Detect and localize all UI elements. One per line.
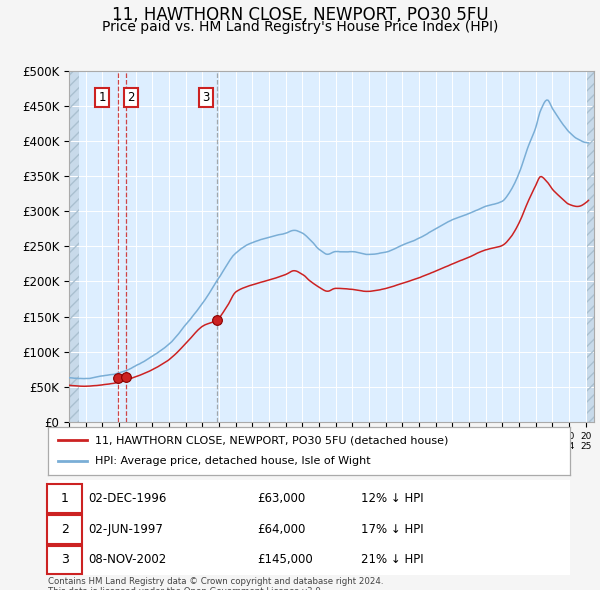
Text: 17% ↓ HPI: 17% ↓ HPI — [361, 523, 424, 536]
Text: 11, HAWTHORN CLOSE, NEWPORT, PO30 5FU (detached house): 11, HAWTHORN CLOSE, NEWPORT, PO30 5FU (d… — [95, 435, 448, 445]
Text: 3: 3 — [61, 553, 68, 566]
Text: 3: 3 — [202, 91, 209, 104]
Text: £64,000: £64,000 — [257, 523, 305, 536]
Text: 2: 2 — [127, 91, 134, 104]
FancyBboxPatch shape — [47, 546, 82, 574]
Text: 02-JUN-1997: 02-JUN-1997 — [89, 523, 164, 536]
Text: 2: 2 — [61, 523, 68, 536]
Text: HPI: Average price, detached house, Isle of Wight: HPI: Average price, detached house, Isle… — [95, 457, 371, 467]
Text: 11, HAWTHORN CLOSE, NEWPORT, PO30 5FU: 11, HAWTHORN CLOSE, NEWPORT, PO30 5FU — [112, 6, 488, 24]
Text: 21% ↓ HPI: 21% ↓ HPI — [361, 553, 424, 566]
Text: £63,000: £63,000 — [257, 492, 305, 505]
FancyBboxPatch shape — [47, 515, 82, 544]
Text: Contains HM Land Registry data © Crown copyright and database right 2024.
This d: Contains HM Land Registry data © Crown c… — [48, 577, 383, 590]
Text: 08-NOV-2002: 08-NOV-2002 — [89, 553, 167, 566]
Text: 02-DEC-1996: 02-DEC-1996 — [89, 492, 167, 505]
Text: 1: 1 — [61, 492, 68, 505]
Text: Price paid vs. HM Land Registry's House Price Index (HPI): Price paid vs. HM Land Registry's House … — [102, 20, 498, 34]
Text: £145,000: £145,000 — [257, 553, 313, 566]
Text: 1: 1 — [98, 91, 106, 104]
Text: 12% ↓ HPI: 12% ↓ HPI — [361, 492, 424, 505]
FancyBboxPatch shape — [47, 484, 82, 513]
